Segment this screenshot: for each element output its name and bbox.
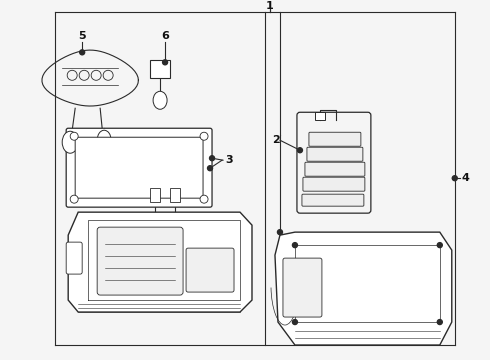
- Circle shape: [293, 243, 297, 248]
- Polygon shape: [275, 232, 452, 345]
- Bar: [150, 60, 170, 78]
- Circle shape: [210, 156, 215, 161]
- Circle shape: [208, 166, 213, 171]
- Circle shape: [70, 195, 78, 203]
- Text: 5: 5: [78, 31, 86, 41]
- FancyBboxPatch shape: [283, 258, 322, 317]
- Text: 2: 2: [272, 135, 280, 145]
- Circle shape: [200, 132, 208, 140]
- Text: 4: 4: [462, 173, 469, 183]
- Text: 1: 1: [266, 1, 274, 12]
- Circle shape: [70, 132, 78, 140]
- Circle shape: [297, 148, 302, 153]
- FancyBboxPatch shape: [309, 132, 361, 146]
- Circle shape: [437, 320, 442, 324]
- Circle shape: [200, 195, 208, 203]
- Circle shape: [293, 320, 297, 324]
- Ellipse shape: [62, 131, 78, 153]
- Ellipse shape: [97, 130, 111, 150]
- FancyBboxPatch shape: [302, 194, 364, 206]
- Circle shape: [437, 243, 442, 248]
- FancyBboxPatch shape: [186, 248, 234, 292]
- Circle shape: [277, 230, 282, 235]
- Bar: [150, 188, 160, 202]
- Circle shape: [163, 60, 168, 65]
- FancyBboxPatch shape: [66, 128, 212, 207]
- Polygon shape: [68, 212, 252, 312]
- Bar: [170, 188, 180, 202]
- Polygon shape: [315, 112, 325, 120]
- FancyBboxPatch shape: [307, 147, 363, 161]
- Text: 3: 3: [225, 155, 233, 165]
- FancyBboxPatch shape: [305, 162, 365, 176]
- FancyBboxPatch shape: [303, 177, 365, 191]
- FancyBboxPatch shape: [75, 137, 203, 198]
- FancyBboxPatch shape: [97, 227, 183, 295]
- Circle shape: [80, 50, 85, 55]
- FancyBboxPatch shape: [66, 242, 82, 274]
- Circle shape: [452, 176, 457, 181]
- Ellipse shape: [153, 91, 167, 109]
- Text: 6: 6: [161, 31, 169, 41]
